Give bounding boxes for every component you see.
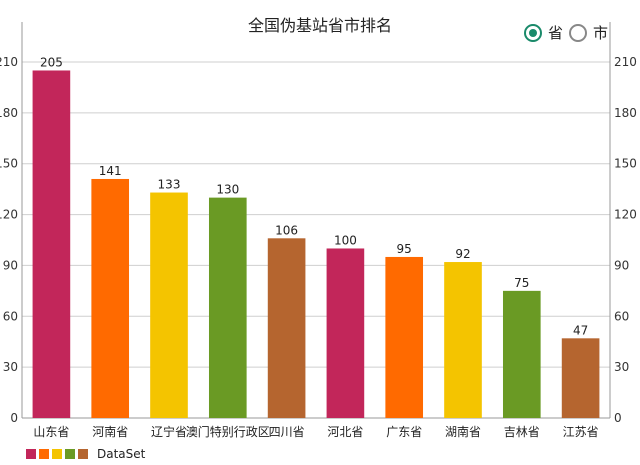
y-tick-left: 120 [0,208,18,222]
bar [561,338,600,418]
radio-province[interactable]: 省 [524,22,563,43]
x-category-label: 河北省 [327,425,363,439]
bar [326,248,365,418]
x-category-label: 四川省 [269,425,305,439]
radio-province-circle[interactable] [524,23,542,42]
bar [208,197,247,418]
radio-province-label: 省 [548,24,564,42]
bar [385,256,424,418]
bar [444,262,482,418]
bar-value-label: 47 [573,323,588,337]
legend-swatch [39,449,49,459]
bar [150,192,188,418]
x-category-label: 河南省 [92,424,128,439]
x-category-label: 澳门特别行政区 [186,424,270,439]
province-city-toggle[interactable]: 省 市 [524,22,608,43]
y-tick-left: 60 [3,309,18,323]
y-tick-left: 0 [10,411,18,425]
y-tick-right: 60 [614,309,629,323]
bar-value-label: 75 [514,276,529,290]
legend-swatches [26,449,88,459]
legend-swatch [65,449,75,459]
y-tick-right: 120 [614,208,637,222]
y-tick-left: 90 [3,258,18,272]
bar-value-label: 205 [40,55,63,69]
y-tick-left: 180 [0,106,18,120]
legend: DataSet [26,447,145,461]
radio-city-circle[interactable] [569,23,588,42]
x-category-label: 广东省 [386,425,422,439]
legend-swatch [52,449,62,459]
bar-value-label: 141 [99,164,122,178]
y-tick-left: 30 [3,360,18,374]
bar [267,238,306,418]
y-tick-right: 150 [614,157,637,171]
bar-value-label: 95 [397,242,412,256]
legend-label: DataSet [97,447,146,461]
x-category-label: 山东省 [33,425,69,439]
x-category-label: 湖南省 [445,424,481,439]
bar-value-label: 106 [275,223,298,237]
bar-value-label: 100 [334,233,357,247]
radio-city-label: 市 [593,24,609,42]
x-category-label: 江苏省 [563,425,599,439]
y-tick-right: 30 [614,360,629,374]
bar [91,178,130,418]
y-tick-left: 210 [0,55,18,69]
legend-swatch [26,449,36,459]
legend-swatch [78,449,88,459]
bar-value-label: 92 [455,247,470,261]
y-tick-right: 180 [614,106,637,120]
y-tick-right: 210 [614,55,637,69]
y-tick-left: 150 [0,157,18,171]
x-category-label: 吉林省 [504,425,540,439]
bar-value-label: 130 [216,183,239,197]
x-category-label: 辽宁省 [151,424,187,439]
chart-title: 全国伪基站省市排名 [247,16,392,35]
y-tick-right: 0 [614,411,622,425]
radio-city[interactable]: 市 [569,22,608,43]
bar [32,70,71,418]
bar [502,290,541,418]
bar-value-label: 133 [158,178,181,192]
y-tick-right: 90 [614,258,629,272]
